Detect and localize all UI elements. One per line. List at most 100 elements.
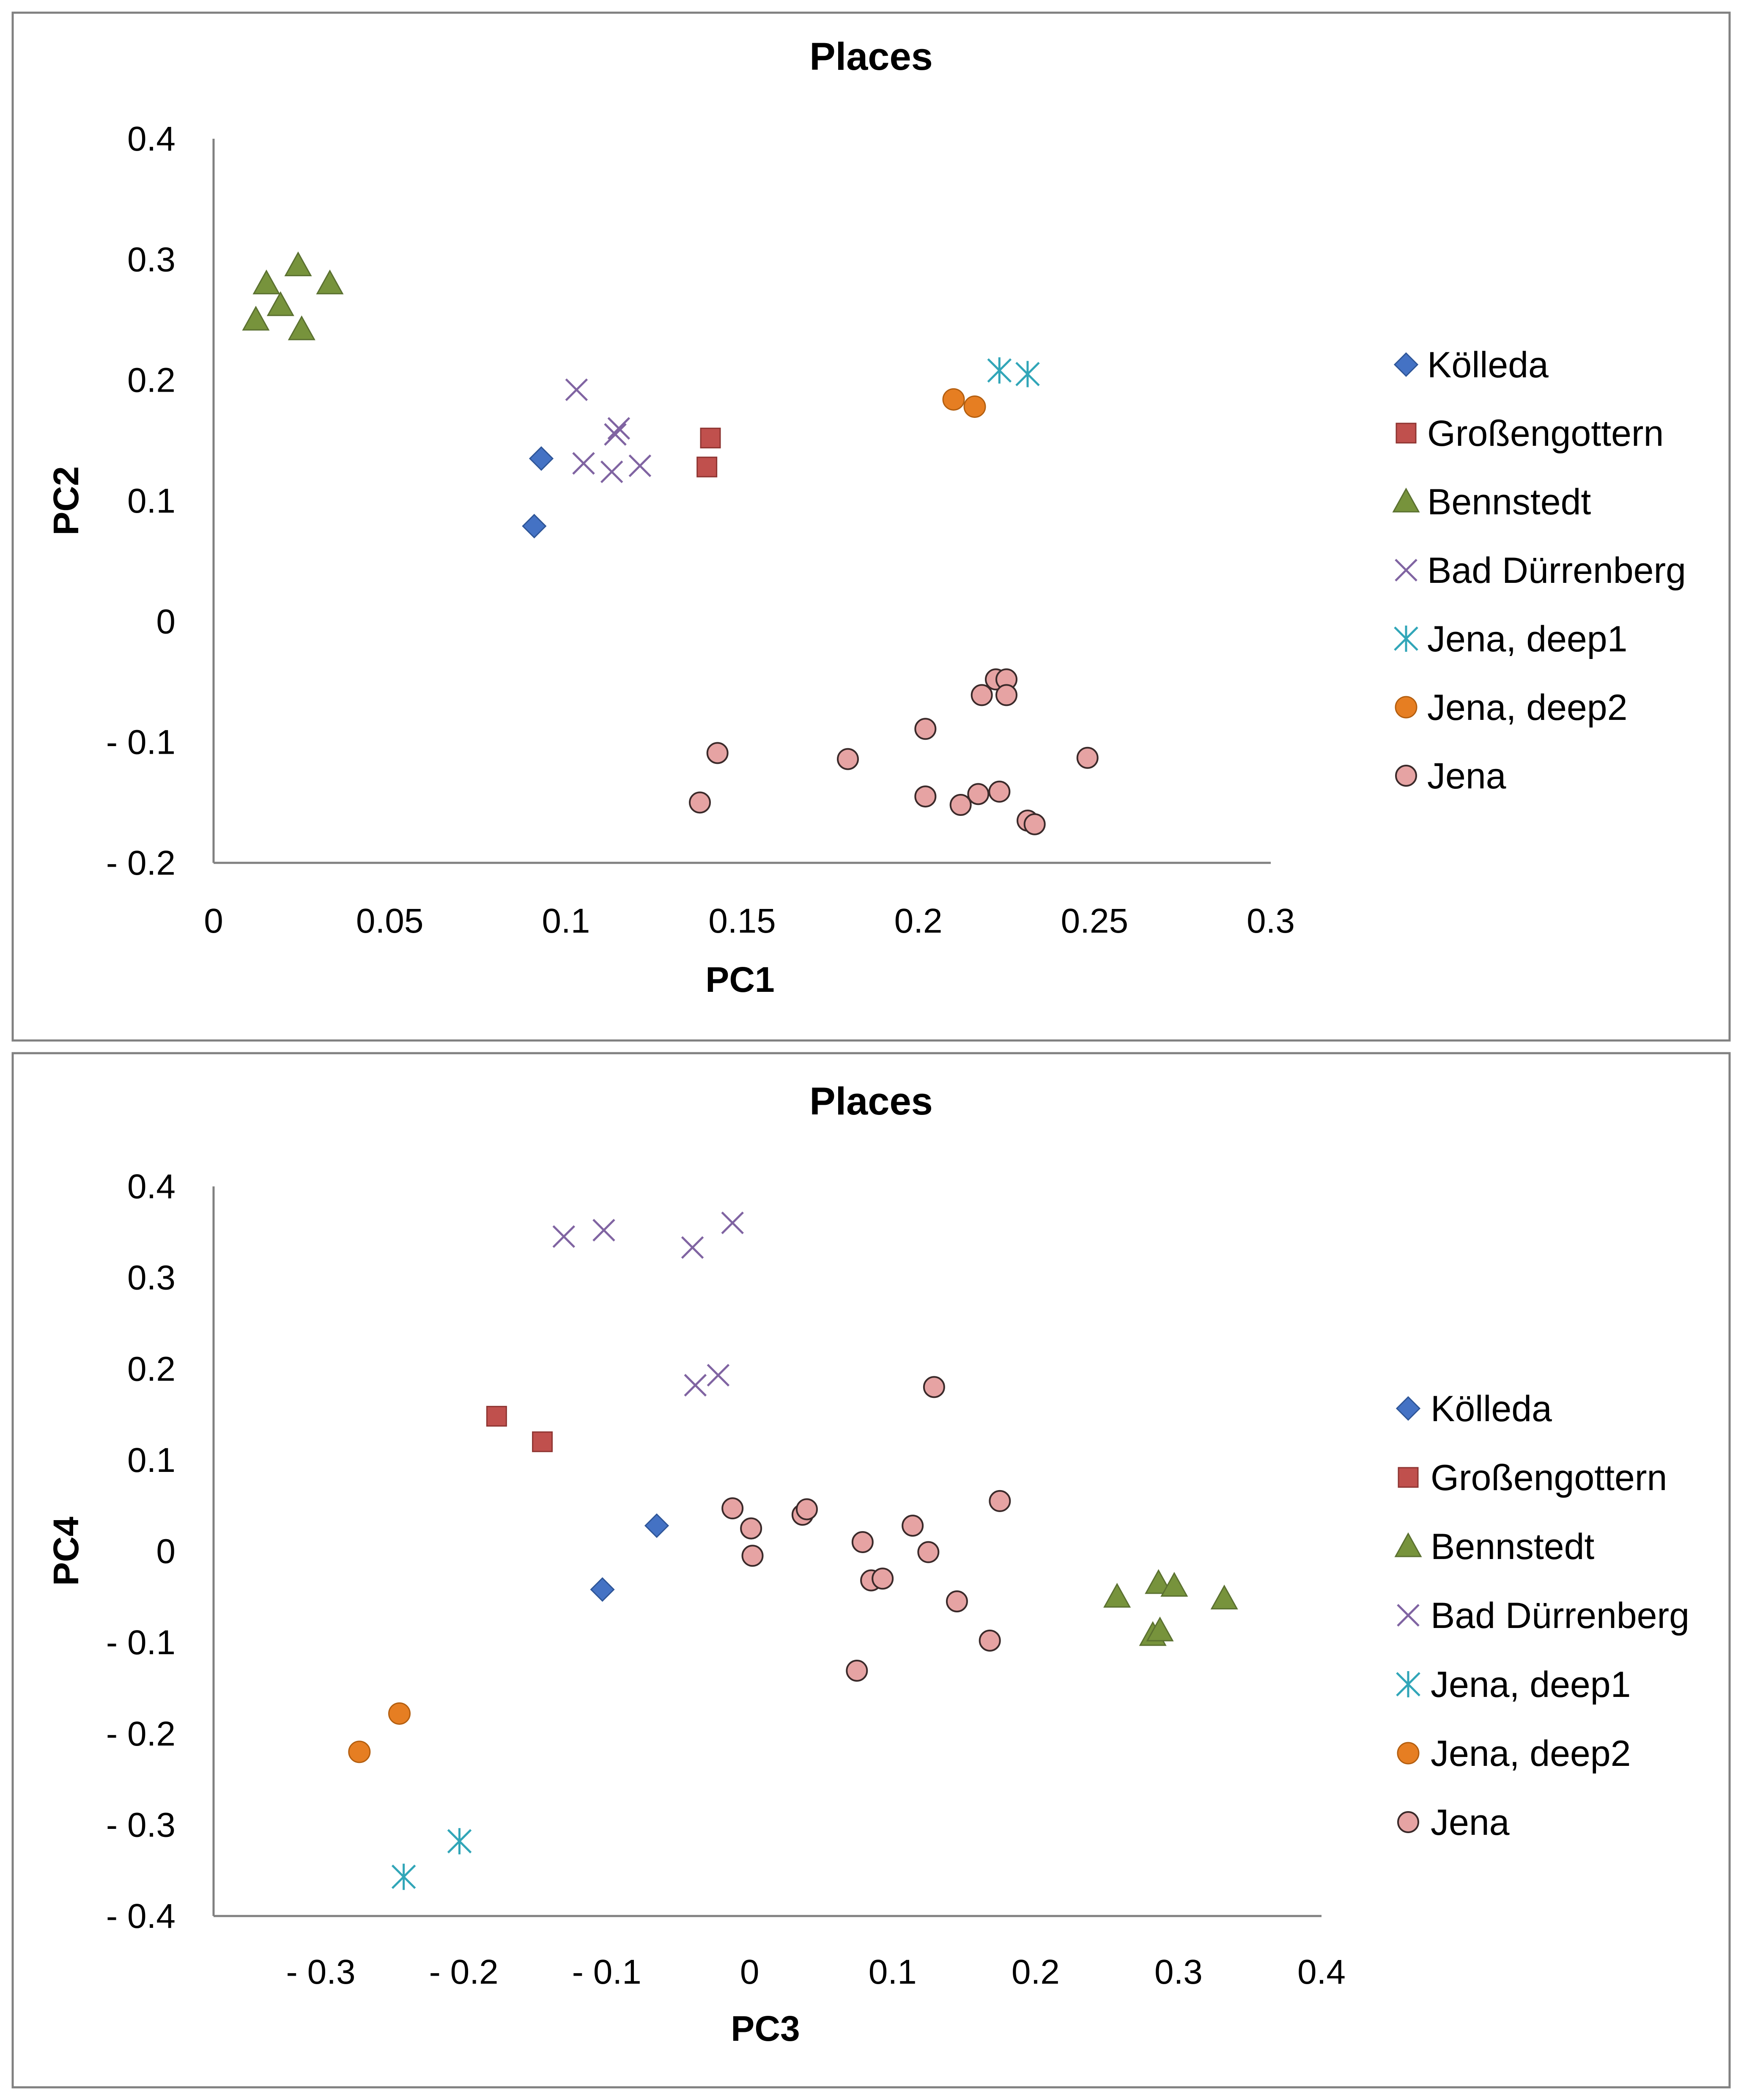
y-tick-label: - 0.1 bbox=[106, 723, 175, 762]
legend-label: Großengottern bbox=[1431, 1458, 1667, 1498]
data-point-jena bbox=[917, 1541, 940, 1563]
y-tick-label: 0.4 bbox=[127, 120, 175, 158]
data-point-bennstedt bbox=[1103, 1583, 1131, 1608]
data-point-bennstedt bbox=[1210, 1584, 1238, 1610]
data-point-jena bbox=[872, 1567, 894, 1590]
data-point-bad-d-rrenberg bbox=[604, 423, 627, 446]
legend: Kölleda Großengottern Bennstedt Bad Dürrenb… bbox=[1392, 345, 1686, 796]
data-point-jena bbox=[741, 1545, 764, 1567]
legend-marker bbox=[1396, 423, 1417, 444]
x-tick-label: 0.2 bbox=[1012, 1953, 1060, 1991]
data-point-bad-d-rrenberg bbox=[592, 1219, 615, 1242]
data-point-bad-d-rrenberg bbox=[684, 1374, 707, 1397]
data-point-bennstedt bbox=[288, 315, 315, 340]
data-point-jena-deep2 bbox=[348, 1740, 371, 1763]
data-point-k-lleda bbox=[590, 1577, 615, 1602]
data-point-gro-engottern bbox=[700, 428, 721, 449]
x-tick-label: - 0.2 bbox=[429, 1953, 499, 1991]
x-tick-label: 0.1 bbox=[869, 1953, 917, 1991]
data-point-jena bbox=[949, 794, 972, 816]
x-tick-label: - 0.3 bbox=[286, 1953, 356, 1991]
legend-label: Jena, deep2 bbox=[1427, 687, 1627, 728]
y-tick-label: - 0.1 bbox=[106, 1623, 175, 1662]
legend-marker bbox=[1394, 1532, 1422, 1557]
legend-label: Bad Dürrenberg bbox=[1431, 1595, 1689, 1636]
legend-label: Bad Dürrenberg bbox=[1427, 550, 1686, 591]
chart-panel-pc3-pc4: Places - 0.3 - 0.2 - 0.1 0 0.1 0.2 0.3 0.4 0.4 0.3… bbox=[0, 1043, 1741, 2100]
data-point-bad-d-rrenberg bbox=[681, 1236, 704, 1259]
data-point-jena bbox=[795, 1498, 818, 1521]
data-point-bad-d-rrenberg bbox=[607, 417, 631, 440]
data-point-k-lleda bbox=[522, 513, 547, 539]
legend-label: Kölleda bbox=[1431, 1389, 1552, 1429]
data-point-bad-d-rrenberg bbox=[565, 378, 588, 401]
data-point-bad-d-rrenberg bbox=[600, 460, 623, 483]
data-point-jena bbox=[1076, 747, 1099, 769]
data-point-bad-d-rrenberg bbox=[628, 454, 652, 478]
legend-marker bbox=[1396, 1396, 1421, 1421]
data-point-jena bbox=[914, 785, 937, 808]
data-point-bennstedt bbox=[252, 269, 280, 294]
x-tick-label: 0 bbox=[204, 902, 223, 940]
y-tick-label: - 0.3 bbox=[106, 1806, 175, 1844]
y-tick-label: 0 bbox=[156, 602, 175, 641]
legend-marker bbox=[1395, 559, 1417, 582]
chart-title: Places bbox=[809, 1080, 933, 1123]
x-tick-label: 0.1 bbox=[542, 902, 590, 940]
data-point-jena bbox=[706, 742, 729, 764]
data-point-jena bbox=[740, 1517, 762, 1540]
data-point-jena bbox=[837, 748, 859, 770]
legend-label: Kölleda bbox=[1427, 345, 1549, 385]
legend-label: Jena bbox=[1431, 1802, 1510, 1843]
data-point-bad-d-rrenberg bbox=[721, 1211, 744, 1235]
y-tick-label: 0.2 bbox=[127, 1350, 175, 1388]
x-tick-label: 0.15 bbox=[708, 902, 776, 940]
data-point-jena bbox=[902, 1515, 924, 1537]
legend-marker bbox=[1397, 1742, 1420, 1765]
chart-pc3-pc4: Places - 0.3 - 0.2 - 0.1 0 0.1 0.2 0.3 0.4 0.4 0.3… bbox=[11, 1052, 1731, 2089]
y-tick-label: 0 bbox=[156, 1532, 175, 1571]
x-tick-label: 0.3 bbox=[1154, 1953, 1203, 1991]
x-tick-label: 0 bbox=[740, 1953, 759, 1991]
data-point-jena-deep1 bbox=[391, 1864, 416, 1890]
legend-marker bbox=[1397, 1604, 1420, 1627]
data-point-jena bbox=[923, 1376, 945, 1398]
y-tick-label: 0.4 bbox=[127, 1167, 175, 1206]
y-tick-label: 0.1 bbox=[127, 1441, 175, 1480]
y-axis-title: PC4 bbox=[46, 1517, 86, 1586]
data-point-jena bbox=[721, 1497, 744, 1520]
chart-panel-pc1-pc2: Places 0 0.05 0.1 0.15 0.2 0.25 0.3 0.4 0.3 0.2 0.1… bbox=[0, 0, 1741, 1043]
legend: Kölleda Großengottern Bennstedt Bad Dürrenb… bbox=[1394, 1389, 1689, 1843]
data-point-jena bbox=[914, 718, 937, 740]
data-point-jena bbox=[971, 684, 993, 706]
data-point-jena-deep1 bbox=[447, 1828, 472, 1855]
data-point-bennstedt bbox=[1146, 1617, 1174, 1642]
legend-marker bbox=[1396, 1671, 1420, 1698]
y-tick-label: 0.3 bbox=[127, 240, 175, 279]
data-point-jena bbox=[989, 1490, 1011, 1512]
chart-title: Places bbox=[809, 35, 933, 78]
legend-label: Bennstedt bbox=[1431, 1526, 1594, 1567]
data-point-jena bbox=[946, 1590, 968, 1613]
legend-marker bbox=[1393, 352, 1419, 377]
data-point-gro-engottern bbox=[532, 1431, 553, 1452]
legend-label: Bennstedt bbox=[1427, 482, 1591, 522]
legend-marker bbox=[1392, 487, 1420, 513]
data-point-jena bbox=[995, 684, 1017, 706]
data-point-bennstedt bbox=[242, 305, 270, 331]
data-point-bad-d-rrenberg bbox=[707, 1364, 730, 1387]
data-point-jena bbox=[979, 1629, 1001, 1652]
data-point-gro-engottern bbox=[696, 456, 718, 478]
data-point-bennstedt bbox=[284, 251, 312, 277]
data-point-jena bbox=[988, 780, 1011, 803]
data-point-bad-d-rrenberg bbox=[572, 452, 595, 475]
data-point-k-lleda bbox=[529, 446, 554, 471]
y-tick-label: - 0.4 bbox=[106, 1897, 175, 1935]
legend-marker bbox=[1397, 1811, 1419, 1833]
legend-marker bbox=[1394, 625, 1418, 652]
x-axis-title: PC3 bbox=[731, 2009, 800, 2048]
y-tick-label: 0.1 bbox=[127, 482, 175, 520]
y-axis-title: PC2 bbox=[46, 466, 86, 535]
chart-pc1-pc2: Places 0 0.05 0.1 0.15 0.2 0.25 0.3 0.4 0.3 0.2 0.1… bbox=[11, 11, 1731, 1042]
x-tick-label: - 0.1 bbox=[572, 1953, 642, 1991]
